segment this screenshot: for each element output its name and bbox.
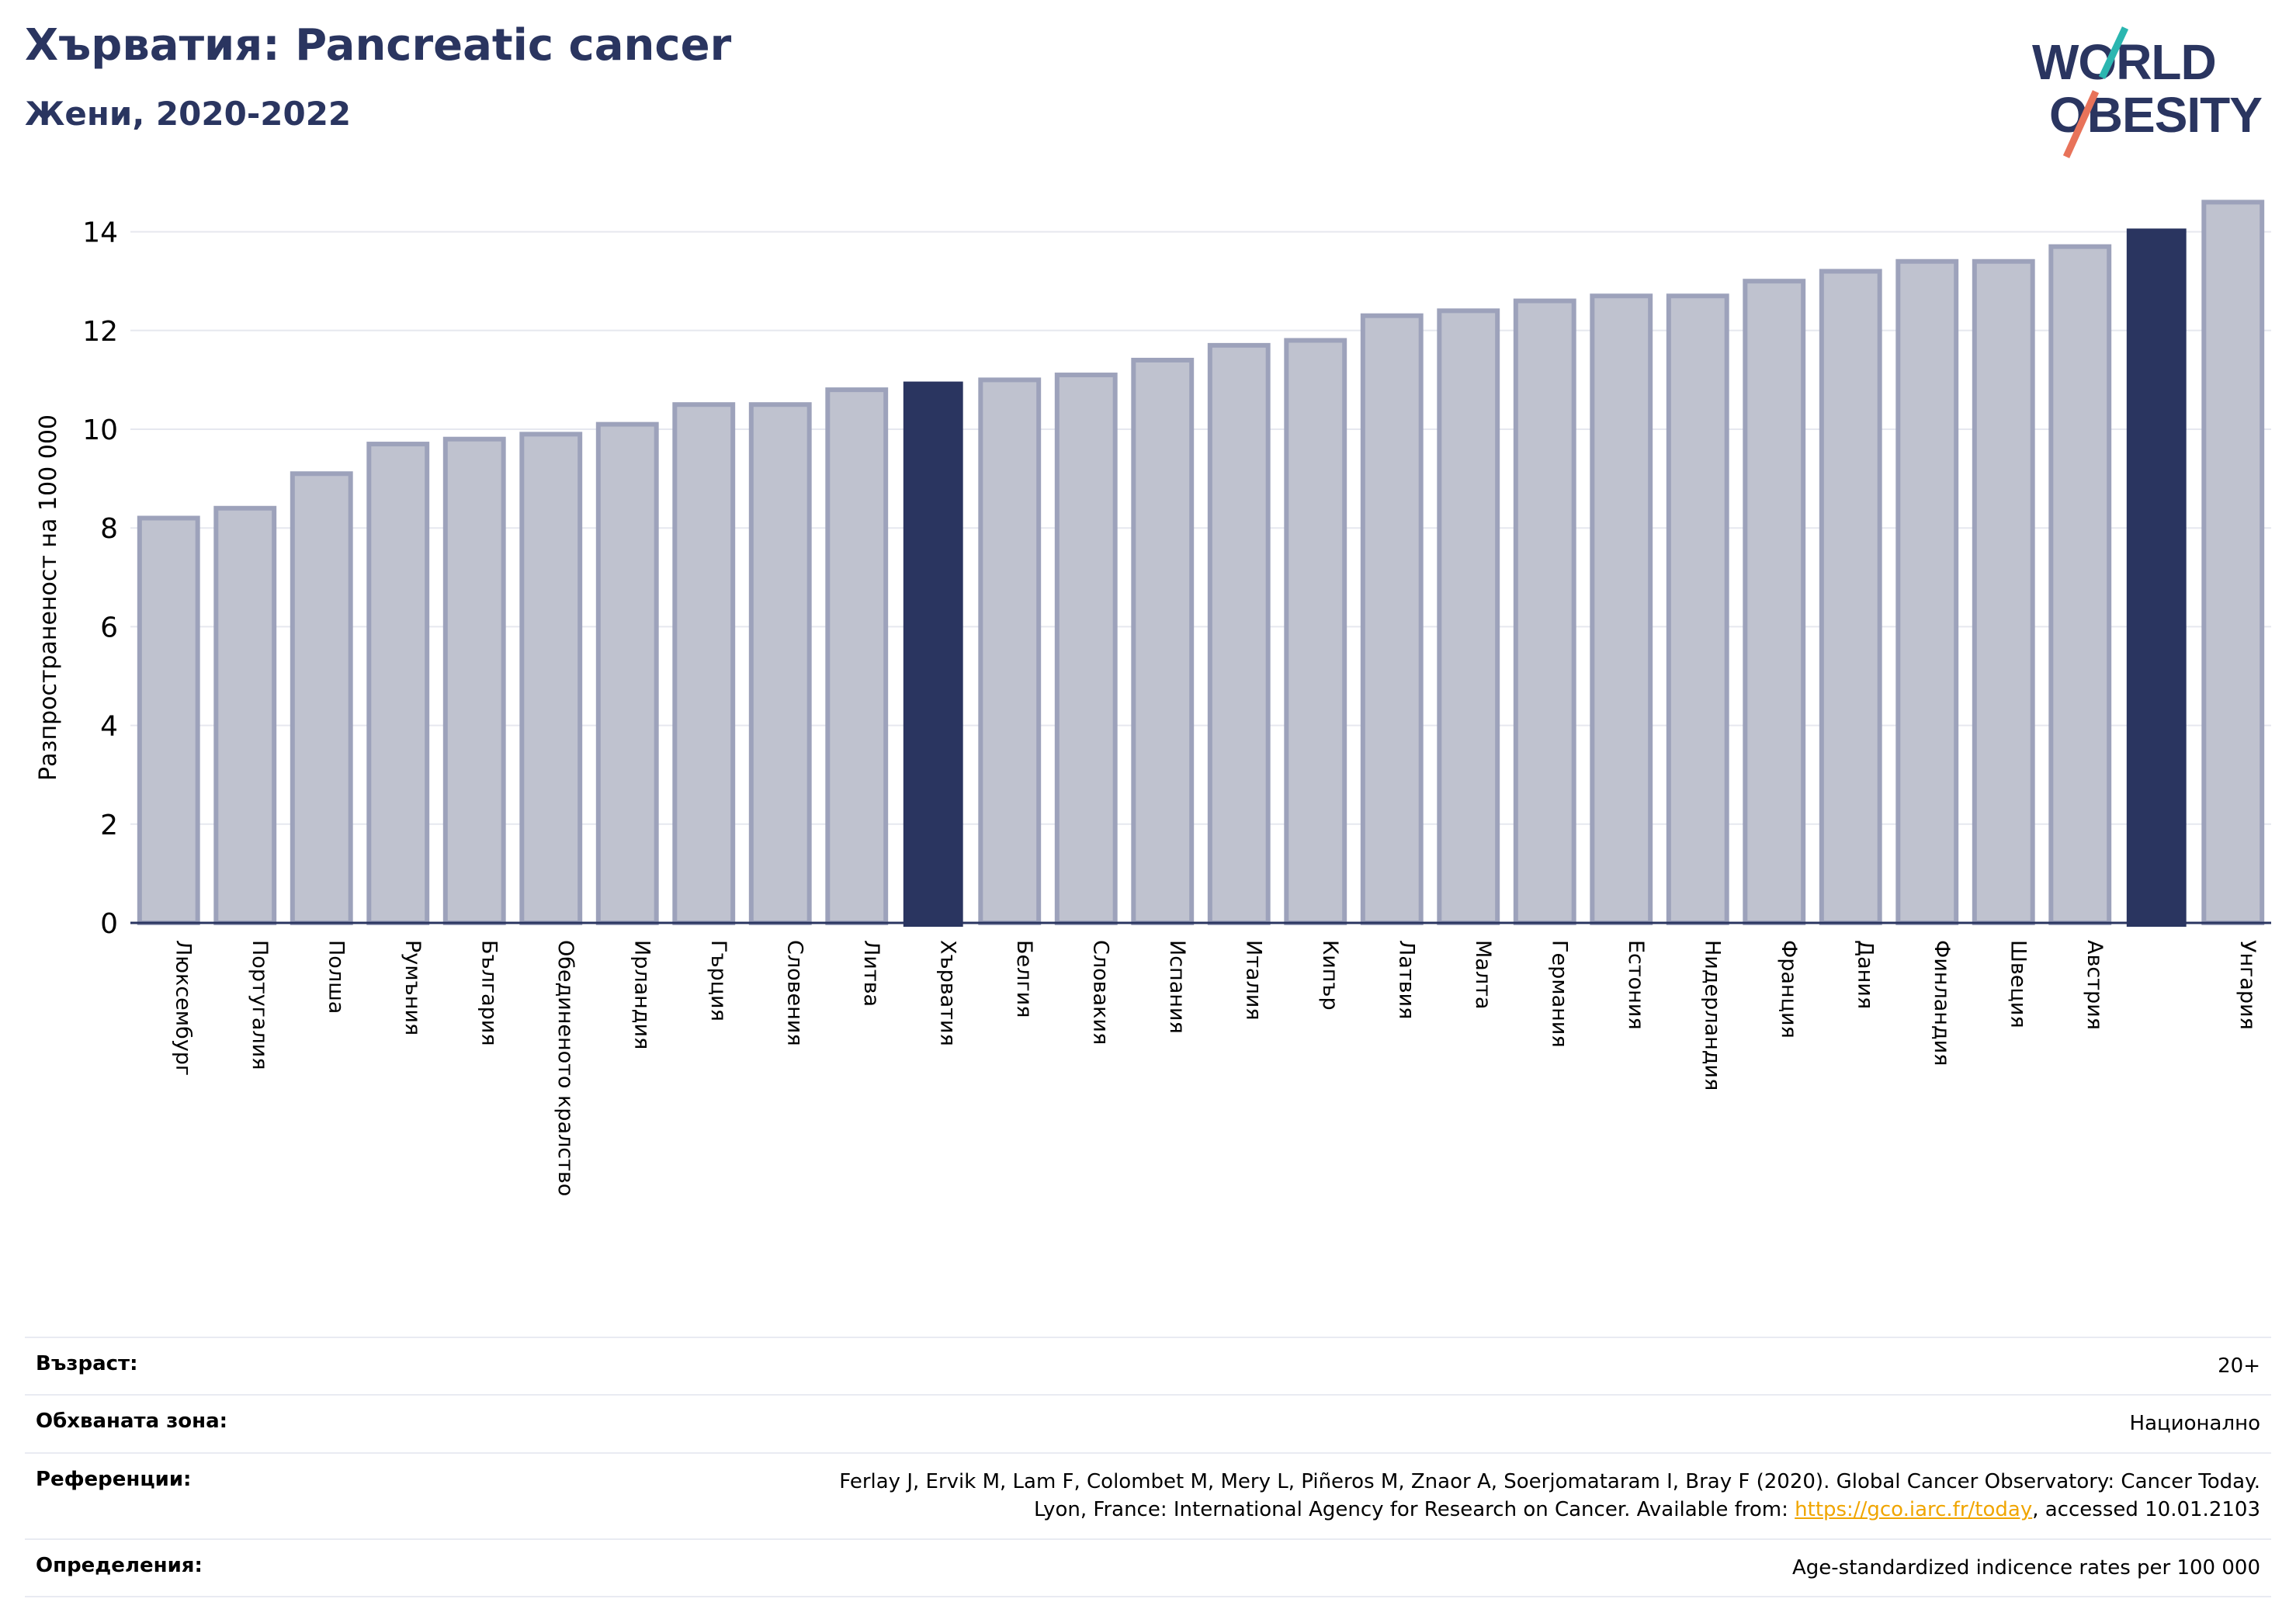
y-tick-label: 12 — [82, 316, 118, 348]
x-tick-label: Малта — [1471, 940, 1495, 1009]
bar-Кипър — [1284, 338, 1347, 925]
bar-Румъния — [366, 442, 430, 925]
y-tick-label: 8 — [100, 513, 118, 545]
meta-value-area: Национално — [512, 1394, 2271, 1454]
world-obesity-logo: WORLD OBESITY — [2032, 26, 2263, 158]
x-tick-label: Кипър — [1318, 940, 1342, 1011]
x-tick-label: Словения — [782, 940, 806, 1046]
logo-slash-bottom — [2062, 90, 2100, 158]
bar-Латвия — [1360, 313, 1424, 926]
y-axis-ticks: 0 2 4 6 8 10 12 14 — [82, 217, 118, 940]
x-tick-label: Дания — [1853, 940, 1877, 1009]
x-tick-label: Нидерландия — [1700, 940, 1724, 1091]
meta-key-area: Обхваната зона: — [25, 1394, 512, 1454]
meta-row-area: Обхваната зона: Национално — [25, 1394, 2271, 1454]
x-tick-label: Белгия — [1012, 940, 1036, 1018]
y-tick-label: 10 — [82, 414, 118, 446]
bar-Дания — [1819, 269, 1882, 926]
x-tick-label: Швеция — [2006, 940, 2030, 1028]
x-tick-label: Финландия — [1930, 940, 1954, 1066]
bar-Малта — [1437, 308, 1500, 925]
bar-Унгария — [2201, 199, 2265, 925]
x-tick-label: Люксембург — [171, 940, 195, 1076]
bar-Гърция — [672, 402, 736, 925]
meta-value-definitions: Age-standardized indicence rates per 100… — [512, 1538, 2271, 1597]
metadata-table: Възраст: 20+ Обхваната зона: Национално … — [25, 1336, 2271, 1597]
bar-България — [442, 436, 506, 925]
y-tick-label: 14 — [82, 217, 118, 249]
reference-line1: Ferlay J, Ervik M, Lam F, Colombet M, Me… — [839, 1469, 2260, 1493]
logo-line1: WORLD — [2032, 34, 2216, 90]
bar-Финландия — [1895, 258, 1959, 925]
reference-line2-prefix: Lyon, France: International Agency for R… — [1033, 1498, 1795, 1522]
bar-chart: 0 2 4 6 8 10 12 14 Люксембург Португалия Полша Рум… — [35, 199, 2271, 1196]
bar-Хърватия — [903, 381, 963, 927]
bar-Белгия — [978, 377, 1042, 925]
x-tick-label: Унгария — [2235, 940, 2260, 1030]
bar-Испания — [1131, 357, 1195, 925]
x-tick-label: Литва — [859, 940, 883, 1007]
reference-line2-suffix: , accessed 10.01.2103 — [2032, 1498, 2260, 1522]
meta-key-age: Възраст: — [25, 1336, 512, 1396]
x-tick-label: Португалия — [248, 940, 272, 1070]
bar-Португалия — [213, 505, 277, 925]
x-tick-label: Австрия — [2083, 940, 2107, 1030]
meta-value-age: 20+ — [512, 1336, 2271, 1396]
chart-title: Хърватия: Pancreatic cancer — [25, 20, 732, 71]
x-tick-label: Полша — [324, 940, 348, 1014]
meta-row-references: Референции: Ferlay J, Ervik M, Lam F, Co… — [25, 1451, 2271, 1540]
reference-link[interactable]: https://gco.iarc.fr/today — [1795, 1498, 2033, 1522]
x-tick-label: Естония — [1624, 940, 1648, 1030]
bar-Ирландия — [595, 421, 659, 925]
bar-Франция — [1743, 279, 1806, 925]
bar-Германия — [1513, 298, 1576, 925]
bar-Нидерландия — [1666, 293, 1729, 925]
chart-subtitle: Жени, 2020-2022 — [25, 95, 352, 133]
x-tick-label: Франция — [1777, 940, 1801, 1039]
bar-Словения — [748, 402, 812, 925]
y-tick-label: 2 — [100, 810, 118, 841]
x-tick-label: Обединеното кралство — [553, 940, 577, 1196]
x-tick-label: Испания — [1165, 940, 1189, 1034]
bar-Литва — [825, 387, 889, 925]
x-tick-label: Словакия — [1088, 940, 1112, 1045]
y-tick-label: 0 — [100, 908, 118, 940]
bar-Словакия — [1054, 373, 1118, 926]
x-tick-label: Румъния — [401, 940, 425, 1035]
logo-slash-top — [2098, 26, 2129, 79]
x-tick-label: Гърция — [706, 940, 730, 1021]
x-axis-labels: Люксембург Португалия Полша Румъния България… — [171, 940, 2260, 1196]
bar-Австрия — [2048, 244, 2112, 925]
meta-row-definitions: Определения: Age-standardized indicence … — [25, 1538, 2271, 1597]
meta-key-references: Референции: — [25, 1451, 512, 1540]
y-tick-label: 6 — [100, 612, 118, 643]
bar-Швеция — [1972, 258, 2035, 925]
meta-row-age: Възраст: 20+ — [25, 1336, 2271, 1396]
x-tick-label: България — [477, 940, 501, 1046]
bars — [137, 199, 2265, 928]
x-tick-label: Ирландия — [629, 940, 654, 1049]
x-tick-label: Латвия — [1394, 940, 1418, 1019]
bar-unlabeled — [2126, 228, 2187, 928]
bar-Полша — [290, 471, 353, 925]
bar-Естония — [1590, 293, 1653, 925]
meta-key-definitions: Определения: — [25, 1538, 512, 1597]
bar-Люксембург — [137, 515, 200, 925]
y-tick-label: 4 — [100, 711, 118, 743]
bar-Италия — [1207, 342, 1271, 925]
meta-value-references: Ferlay J, Ervik M, Lam F, Colombet M, Me… — [512, 1451, 2271, 1540]
y-axis-label: Разпространеност на 100 000 — [35, 414, 62, 781]
bar-Обединеното кралство — [519, 432, 583, 925]
x-tick-label: Хърватия — [935, 940, 959, 1046]
x-tick-label: Германия — [1547, 940, 1571, 1048]
x-tick-label: Италия — [1241, 940, 1265, 1021]
